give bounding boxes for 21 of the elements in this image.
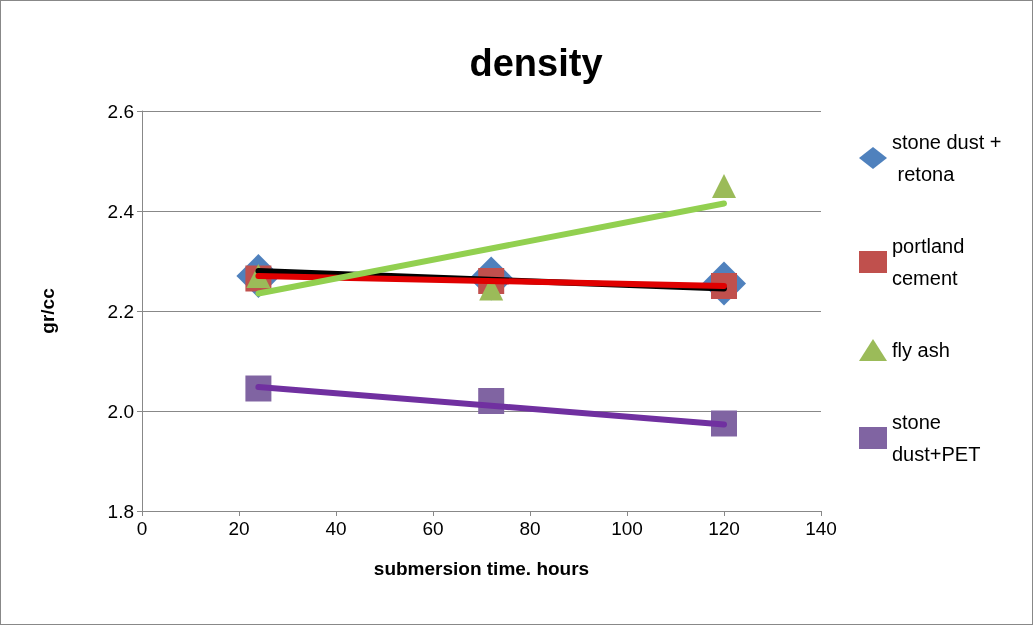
x-tick-label: 0 bbox=[136, 518, 148, 539]
legend-label: stone dust + retona bbox=[892, 131, 1002, 185]
y-tick-label: 2.4 bbox=[107, 200, 135, 222]
y-axis-title: gr/cc bbox=[37, 287, 58, 334]
x-axis-title: submersion time. hours bbox=[373, 558, 590, 579]
y-tick-label: 2.2 bbox=[107, 300, 134, 322]
x-tick-label: 60 bbox=[422, 518, 444, 539]
chart-title: density bbox=[469, 42, 603, 84]
x-tick-label: 40 bbox=[325, 518, 347, 539]
legend-label: portland cement bbox=[892, 235, 970, 289]
x-tick-label: 120 bbox=[708, 518, 740, 539]
y-tick-label: 1.8 bbox=[107, 500, 134, 522]
y-tick-label: 2.6 bbox=[107, 100, 134, 122]
x-tick-label: 140 bbox=[805, 518, 837, 539]
x-tick-label: 100 bbox=[611, 518, 643, 539]
x-tick-label: 20 bbox=[228, 518, 250, 539]
y-tick-label: 2.0 bbox=[107, 400, 134, 422]
legend-label: stone dust+PET bbox=[892, 411, 981, 465]
legend-label: fly ash bbox=[892, 339, 950, 361]
point bbox=[712, 174, 736, 198]
x-tick-label: 80 bbox=[519, 518, 541, 539]
